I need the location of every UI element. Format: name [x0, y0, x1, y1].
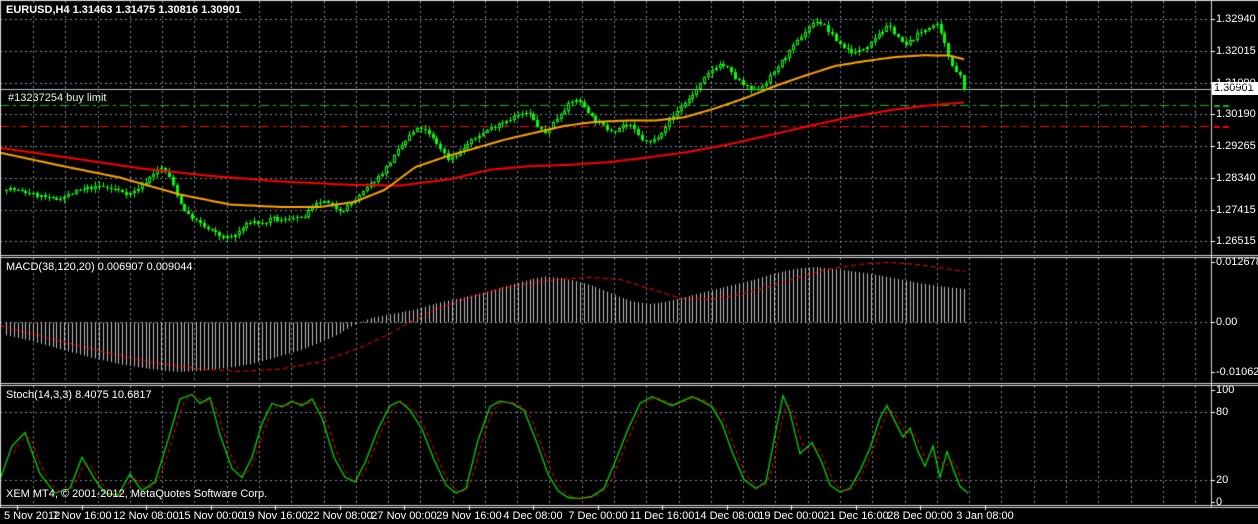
macd-indicator-label: MACD(38,120,20) 0.006907 0.009044 [6, 261, 193, 273]
time-tick-label: 19 Nov 16:00 [242, 510, 308, 522]
time-tick-label: 21 Dec 16:00 [823, 510, 889, 522]
time-tick-label: 19 Dec 00:00 [758, 510, 824, 522]
price-tick-label: 1.29265 [1216, 140, 1256, 152]
time-tick-label: 15 Nov 00:00 [178, 510, 244, 522]
time-tick-label: 29 Nov 16:00 [436, 510, 502, 522]
buy-limit-order-label[interactable]: #13237254 buy limit [8, 92, 107, 104]
copyright-watermark: XEM MT4, © 2001-2012, MetaQuotes Softwar… [6, 488, 268, 500]
price-tick-label: 1.30190 [1216, 108, 1256, 120]
current-price-tag: 1.30901 [1212, 82, 1258, 95]
price-axis[interactable]: 1.32940 1.32015 1.31090 1.30190 1.29265 1.283… [1212, 0, 1258, 508]
macd-tick-label: 0.00 [1216, 316, 1238, 328]
stoch-indicator-label: Stoch(14,3,3) 8.4075 10.6817 [6, 389, 152, 401]
chart-title: EURUSD,H4 1.31463 1.31475 1.30816 1.3090… [6, 4, 241, 16]
macd-tick-label: 0.012678 [1216, 256, 1258, 268]
price-tick-label: 1.28340 [1216, 172, 1256, 184]
price-tick-label: 1.32940 [1216, 13, 1256, 25]
time-tick-label: 3 Jan 08:00 [956, 510, 1014, 522]
time-tick-label: 7 Nov 16:00 [52, 510, 112, 522]
macd-tick-label: -0.010624 [1216, 366, 1258, 378]
stoch-tick-label: 100 [1216, 384, 1235, 396]
time-tick-label: 4 Dec 08:00 [503, 510, 563, 522]
price-tick-label: 1.32015 [1216, 45, 1256, 57]
time-axis[interactable]: 5 Nov 2012 7 Nov 16:00 12 Nov 08:00 15 Nov … [0, 510, 1211, 524]
time-tick-label: 7 Dec 00:00 [568, 510, 628, 522]
time-tick-label: 11 Dec 16:00 [629, 510, 695, 522]
time-tick-label: 27 Nov 00:00 [371, 510, 437, 522]
time-tick-label: 28 Dec 00:00 [887, 510, 953, 522]
stoch-tick-label: 80 [1216, 406, 1229, 418]
price-tick-label: 1.26515 [1216, 235, 1256, 247]
time-tick-label: 14 Dec 08:00 [694, 510, 760, 522]
time-tick-label: 22 Nov 08:00 [307, 510, 373, 522]
stoch-tick-label: 20 [1216, 474, 1229, 486]
price-tick-label: 1.27415 [1216, 204, 1256, 216]
time-tick-label: 12 Nov 08:00 [113, 510, 179, 522]
stoch-tick-label: 0 [1216, 496, 1223, 508]
time-tick-label: 5 Nov 2012 [4, 510, 61, 522]
price-tick-label: 1.31090 [1216, 77, 1256, 89]
